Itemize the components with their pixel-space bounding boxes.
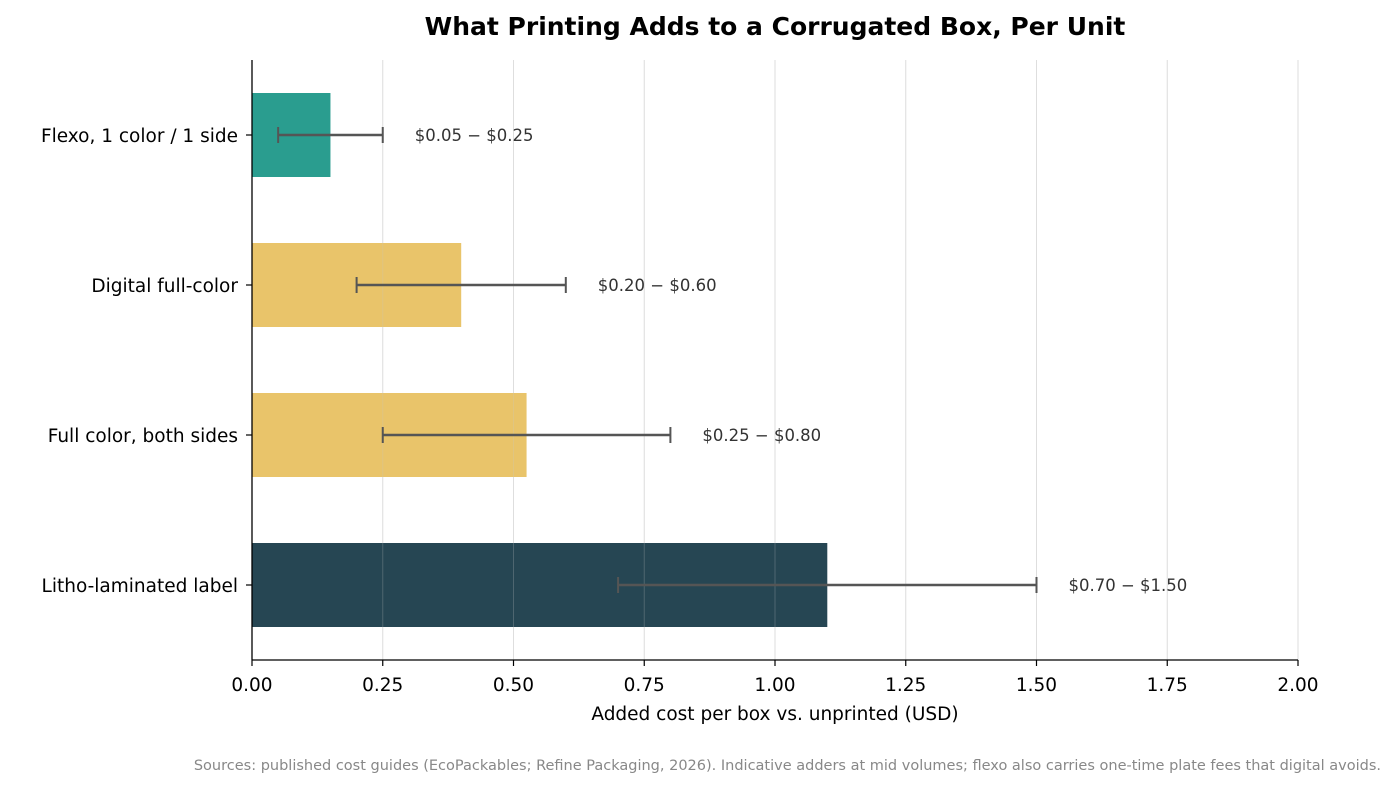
x-tick-label: 0.00	[231, 675, 272, 696]
bars	[252, 93, 828, 627]
x-tick-label: 2.00	[1277, 675, 1318, 696]
x-ticks: 0.00 0.25 0.50 0.75 1.00 1.25 1.50 1.75 2.00	[231, 660, 1319, 696]
x-tick-label: 0.25	[362, 675, 403, 696]
x-tick-label: 0.75	[624, 675, 665, 696]
grid-lines	[382, 60, 1299, 660]
range-label: $0.70 − $1.50	[1069, 576, 1188, 595]
category-labels: Flexo, 1 color / 1 side Digital full-colo…	[41, 126, 252, 597]
source-note: Sources: published cost guides (EcoPacka…	[194, 758, 1381, 774]
x-axis-label: Added cost per box vs. unprinted (USD)	[591, 704, 958, 725]
x-tick-label: 1.75	[1147, 675, 1188, 696]
x-tick-label: 1.50	[1016, 675, 1057, 696]
category-label: Litho-laminated label	[42, 576, 238, 597]
x-tick-label: 1.25	[885, 675, 926, 696]
chart-title: What Printing Adds to a Corrugated Box, …	[425, 12, 1126, 41]
category-label: Full color, both sides	[48, 426, 238, 447]
range-label: $0.25 − $0.80	[702, 426, 821, 445]
category-label: Digital full-color	[91, 276, 238, 297]
range-labels: $0.05 − $0.25 $0.20 − $0.60 $0.25 − $0.80 $…	[415, 126, 1188, 595]
x-tick-label: 1.00	[754, 675, 795, 696]
error-bars	[277, 60, 1299, 660]
range-label: $0.05 − $0.25	[415, 126, 534, 145]
range-label: $0.20 − $0.60	[598, 276, 717, 295]
x-tick-label: 0.50	[493, 675, 534, 696]
category-label: Flexo, 1 color / 1 side	[41, 126, 238, 147]
